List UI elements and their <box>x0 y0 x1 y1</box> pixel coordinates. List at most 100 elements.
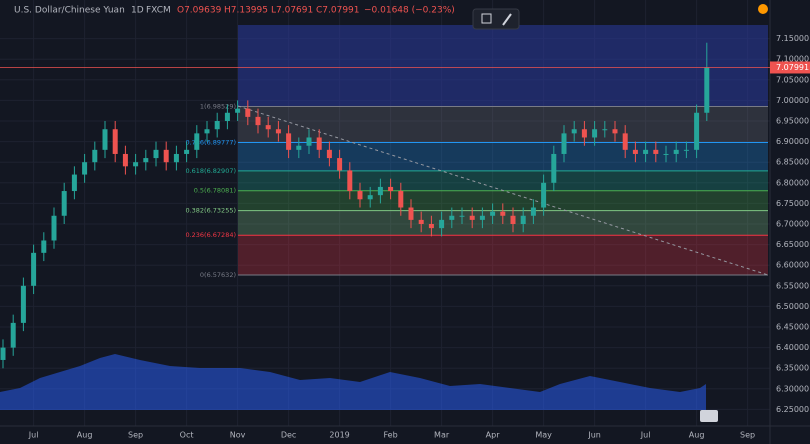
candle-body <box>31 252 37 286</box>
candle-body <box>622 133 628 150</box>
candle-body <box>102 129 108 150</box>
high-value: H7.13995 <box>224 6 268 16</box>
y-tick-label: 6.60000 <box>776 261 809 270</box>
candle-body <box>143 158 149 163</box>
y-tick-label: 6.65000 <box>776 240 809 249</box>
x-tick-label: Mar <box>434 431 450 440</box>
y-tick-label: 6.70000 <box>776 220 809 229</box>
candle-body <box>510 215 516 224</box>
candle-body <box>347 170 353 192</box>
x-tick-label: Sep <box>128 431 143 440</box>
candle-body <box>459 215 465 217</box>
fib-band <box>238 235 768 275</box>
fib-label: 1(6.98529) <box>200 102 236 110</box>
candle-body <box>51 215 57 241</box>
x-tick-label: Nov <box>230 431 246 440</box>
candle-body <box>632 149 638 154</box>
candle-body <box>673 149 679 154</box>
candle-body <box>683 149 689 151</box>
candle-body <box>71 174 77 192</box>
y-tick-label: 6.85000 <box>776 158 809 167</box>
candle-body <box>326 149 332 159</box>
candle-body <box>133 162 139 167</box>
y-tick-label: 7.00000 <box>776 96 809 105</box>
candle-body <box>449 215 455 220</box>
source: FXCM <box>146 6 171 16</box>
alert-icon[interactable] <box>758 4 768 14</box>
candle-body <box>398 191 404 208</box>
candle-body <box>61 191 67 216</box>
candle-body <box>479 215 485 220</box>
toolbar <box>472 8 520 30</box>
y-tick-label: 6.95000 <box>776 117 809 126</box>
x-tick-label: Aug <box>77 431 93 440</box>
candle-body <box>275 129 281 134</box>
candle-body <box>581 129 587 138</box>
candle-body <box>92 149 98 163</box>
box-icon[interactable] <box>481 13 492 24</box>
fib-band <box>238 170 768 191</box>
candle-body <box>306 137 312 146</box>
y-tick-label: 6.25000 <box>776 405 809 414</box>
candle-body <box>602 129 608 131</box>
candle-body <box>520 215 526 224</box>
logo <box>700 410 718 422</box>
low-value: L7.07691 <box>271 6 313 16</box>
x-tick-label: Dec <box>281 431 296 440</box>
y-tick-label: 6.75000 <box>776 199 809 208</box>
pen-icon[interactable] <box>502 13 512 26</box>
interval: 1D <box>131 6 144 16</box>
y-tick-label: 7.15000 <box>776 34 809 43</box>
candle-body <box>41 240 47 253</box>
fib-band <box>238 142 768 171</box>
last-price-label: 7.07991 <box>776 63 809 72</box>
candle-body <box>541 182 547 208</box>
y-tick-label: 7.10000 <box>776 55 809 64</box>
candle-body <box>592 129 598 138</box>
candle-body <box>408 207 414 220</box>
candle-body <box>163 149 169 163</box>
candle-body <box>235 108 241 113</box>
candle-body <box>663 153 669 155</box>
candle-body <box>612 129 618 134</box>
candle-body <box>316 137 322 150</box>
candle-body <box>0 347 6 360</box>
candle-body <box>357 191 363 200</box>
candle-body <box>643 149 649 154</box>
y-tick-label: 6.40000 <box>776 343 809 352</box>
candle-body <box>337 158 343 171</box>
x-tick-label: Oct <box>180 431 194 440</box>
y-tick-label: 6.30000 <box>776 384 809 393</box>
selection-box <box>238 25 768 106</box>
candle-body <box>10 322 16 348</box>
drawing-toolbar[interactable] <box>472 8 520 30</box>
candle-body <box>490 211 496 216</box>
fib-label: 0(6.57632) <box>200 271 236 279</box>
axes: 6.25000 6.30000 6.35000 6.40000 6.45000 6.500… <box>0 34 810 440</box>
candle-body <box>255 116 261 126</box>
symbol: U.S. Dollar/Chinese Yuan <box>14 6 125 16</box>
candle-body <box>20 285 26 323</box>
candle-body <box>204 129 210 134</box>
candle-body <box>184 149 190 154</box>
candle-body <box>265 125 271 130</box>
fibonacci: 1(6.98529) 0.786(6.89777) 0.618(6.82907) 0.… <box>185 102 768 279</box>
candle-body <box>418 219 424 224</box>
candle-body <box>194 133 200 150</box>
candle-body <box>112 129 118 154</box>
x-tick-label: Jul <box>28 431 39 440</box>
candle-body <box>286 133 292 150</box>
x-tick-label: Sep <box>740 431 755 440</box>
candle-body <box>388 186 394 192</box>
x-tick-label: May <box>535 431 552 440</box>
fib-label: 0.5(6.78081) <box>194 187 236 195</box>
candle-body <box>561 133 567 154</box>
candle-body <box>367 195 373 200</box>
trend-line <box>237 105 769 276</box>
open-value: O7.09639 <box>177 6 222 16</box>
x-tick-label: Aug <box>689 431 705 440</box>
candle-body <box>551 153 557 183</box>
candle-body <box>530 207 536 216</box>
close-value: C7.07991 <box>316 6 360 16</box>
